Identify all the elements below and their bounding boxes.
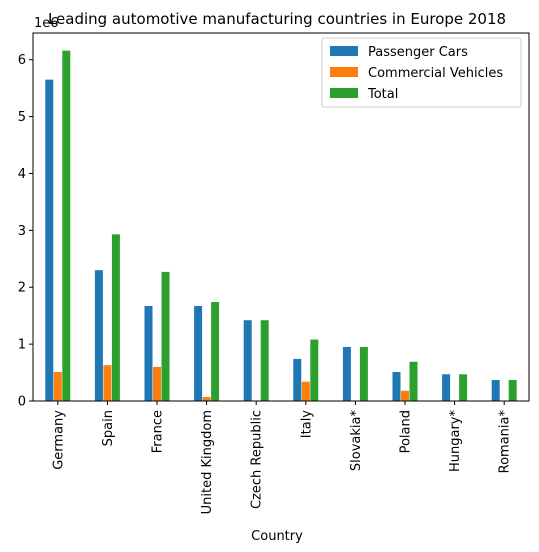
legend-label: Passenger Cars <box>368 45 468 60</box>
y-tick-label: 3 <box>18 224 26 239</box>
y-tick-label: 1 <box>18 338 26 353</box>
plot-frame <box>32 32 530 402</box>
bar-passenger-cars <box>45 79 54 401</box>
y-multiplier-label: 1e6 <box>34 16 59 31</box>
bars-group <box>45 50 517 402</box>
x-axis-label: Country <box>251 529 303 544</box>
x-tick-label: United Kingdom <box>200 410 215 514</box>
bar-passenger-cars <box>342 346 351 401</box>
legend-swatch <box>330 88 358 98</box>
x-tick-label: Romania* <box>498 410 513 474</box>
x-axis: Germany Spain France United Kingdom Czech Re… <box>51 401 513 514</box>
bar-passenger-cars <box>144 306 153 401</box>
bar-passenger-cars <box>293 358 302 401</box>
bar-commercial-vehicles <box>401 390 409 401</box>
bar-passenger-cars <box>392 371 401 401</box>
bar-total <box>211 302 220 401</box>
x-tick-label: Italy <box>299 410 314 439</box>
x-tick-label: Poland <box>399 410 414 453</box>
x-tick-label: Germany <box>51 410 66 470</box>
bar-commercial-vehicles <box>301 381 310 401</box>
y-axis: 0 1 2 3 4 5 6 <box>18 53 33 410</box>
x-tick-label: Hungary* <box>448 410 463 473</box>
legend-swatch <box>330 46 358 56</box>
bar-passenger-cars <box>194 306 203 401</box>
y-tick-label: 6 <box>18 53 26 68</box>
y-tick-label: 4 <box>18 167 26 182</box>
legend: Passenger Cars Commercial Vehicles Total <box>321 37 522 108</box>
bar-total <box>161 271 170 401</box>
x-tick-label: Slovakia* <box>349 410 364 472</box>
legend-label: Total <box>367 87 398 102</box>
x-tick-label: Czech Republic <box>250 410 265 509</box>
y-tick-label: 5 <box>18 110 26 125</box>
bar-commercial-vehicles <box>202 397 211 401</box>
bar-commercial-vehicles <box>53 371 62 401</box>
bar-passenger-cars <box>94 270 103 401</box>
bar-commercial-vehicles <box>103 365 112 401</box>
bar-total <box>508 379 517 401</box>
bar-total <box>111 234 120 401</box>
bar-commercial-vehicles <box>153 366 161 401</box>
bar-total <box>260 320 269 401</box>
bar-total <box>359 346 368 401</box>
chart-title: Leading automotive manufacturing countri… <box>48 10 506 28</box>
x-tick-label: France <box>151 410 166 453</box>
legend-swatch <box>330 67 358 77</box>
bar-passenger-cars <box>243 320 252 401</box>
bar-passenger-cars <box>442 374 451 401</box>
legend-label: Commercial Vehicles <box>368 66 503 81</box>
y-tick-label: 0 <box>18 395 26 410</box>
x-tick-label: Spain <box>101 410 116 446</box>
bar-total <box>62 50 71 402</box>
bar-passenger-cars <box>491 379 500 401</box>
legend-box <box>321 37 522 108</box>
bar-total <box>409 361 418 401</box>
bar-total <box>459 374 468 401</box>
y-tick-label: 2 <box>18 281 26 296</box>
bar-total <box>310 339 319 401</box>
